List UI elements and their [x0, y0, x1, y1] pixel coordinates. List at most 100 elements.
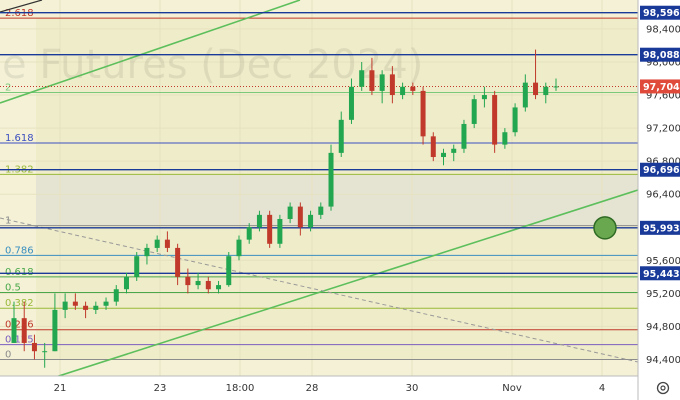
fibonacci-levels[interactable]: 2.61821.6181.38210.7860.6180.50.3820.236… [0, 8, 638, 360]
candle-body [400, 86, 406, 96]
y-tick-label: 96,800 [646, 157, 680, 168]
level-tag-text: 98,088 [643, 50, 680, 61]
fib-label: 0.786 [5, 245, 34, 256]
candle-body [154, 239, 160, 248]
candle-body [389, 74, 395, 96]
marker-circle [593, 216, 617, 240]
fib-label: 1.618 [5, 133, 34, 144]
level-tag-bg [640, 266, 680, 281]
level-tag-bg [640, 5, 680, 20]
settings-icon[interactable] [656, 381, 670, 395]
x-tick-label: 28 [306, 383, 319, 394]
horizontal-levels[interactable] [0, 12, 638, 274]
y-tick-label: 98,000 [646, 57, 680, 68]
level-tag-text: 98,596 [643, 8, 680, 19]
level-tag-bg [640, 162, 680, 177]
candle-body [175, 247, 181, 277]
candle-body [205, 280, 211, 290]
fib-label: 2 [5, 83, 11, 94]
candle-body [185, 276, 191, 286]
candle-body [430, 136, 436, 158]
candle-body [441, 152, 447, 158]
level-tag-bg [640, 47, 680, 62]
trend-lines[interactable] [0, 0, 639, 383]
candle-body [502, 132, 508, 145]
candle-body [123, 276, 129, 290]
candle-body [195, 280, 201, 286]
fib-label: 0.125 [5, 335, 34, 346]
candle-body [216, 285, 222, 290]
price-tags: 98,596 98,088 96,696 95,993 95,443 97,704 [640, 5, 680, 281]
candle-body [359, 70, 365, 87]
candle-body [533, 82, 539, 96]
last-price-tag-bg [640, 79, 680, 94]
candle-body [164, 239, 170, 248]
candle-body [72, 301, 78, 306]
candle-body [451, 148, 457, 153]
candle-body [236, 239, 242, 257]
candle-body [134, 256, 140, 277]
candle-body [113, 289, 119, 302]
marker[interactable] [593, 216, 617, 240]
fib-label: 0.618 [5, 267, 34, 278]
y-tick-label: 94,800 [646, 322, 680, 333]
candle-body [11, 318, 17, 343]
level-tag-text: 96,696 [643, 165, 680, 176]
candle-body [461, 123, 467, 149]
y-tick-label: 96,400 [646, 190, 680, 201]
level-tag-text: 95,443 [643, 269, 680, 280]
candle-body [553, 86, 559, 88]
fib-label: 2.618 [5, 8, 34, 19]
candle-body [83, 305, 89, 310]
candle-body [512, 107, 518, 133]
level-tag-bg [640, 220, 680, 235]
candle-body [471, 99, 477, 124]
candle-body [481, 95, 487, 100]
y-tick-label: 97,200 [646, 124, 680, 135]
y-tick-label: 94,400 [646, 355, 680, 366]
candle-body [410, 86, 416, 91]
fib-label: 0 [5, 349, 11, 360]
time-axis-bg [0, 376, 638, 400]
x-tick-label: 21 [54, 383, 67, 394]
candle-body [543, 86, 549, 96]
candle-body [31, 342, 37, 352]
x-tick-label: 23 [154, 383, 167, 394]
price-axis-bg [638, 0, 680, 400]
candle-body [52, 309, 58, 352]
candle-body [308, 214, 314, 228]
fib-label: 0.236 [5, 320, 34, 331]
candle-body [348, 86, 354, 120]
candle-body [318, 206, 324, 215]
fib-label: 0.5 [5, 283, 21, 294]
x-tick-label: 18:00 [226, 383, 255, 394]
x-tick-label: 30 [406, 383, 419, 394]
y-tick-label: 95,600 [646, 256, 680, 267]
candle-body [328, 152, 334, 207]
candle-body [62, 301, 68, 310]
candle-body [420, 90, 426, 137]
candle-body [522, 82, 528, 108]
candle-body [338, 119, 344, 153]
candle-body [287, 206, 293, 219]
fib-zone-grey [36, 174, 638, 226]
level-tag-text: 95,993 [643, 223, 680, 234]
trend-line-upper [0, 0, 301, 104]
candles [11, 49, 559, 368]
y-tick-label: 98,400 [646, 24, 680, 35]
candle-body [267, 214, 273, 244]
candle-body [369, 70, 375, 91]
candle-body [93, 305, 99, 310]
candle-body [226, 256, 232, 286]
y-tick-label: 97,600 [646, 91, 680, 102]
fib-label: 0.382 [5, 298, 34, 309]
candle-body [42, 351, 48, 353]
y-tick-label: 95,200 [646, 289, 680, 300]
x-tick-label: 4 [599, 383, 605, 394]
candle-body [277, 218, 283, 244]
fib-label: 1 [5, 216, 11, 227]
candle-body [256, 214, 262, 228]
